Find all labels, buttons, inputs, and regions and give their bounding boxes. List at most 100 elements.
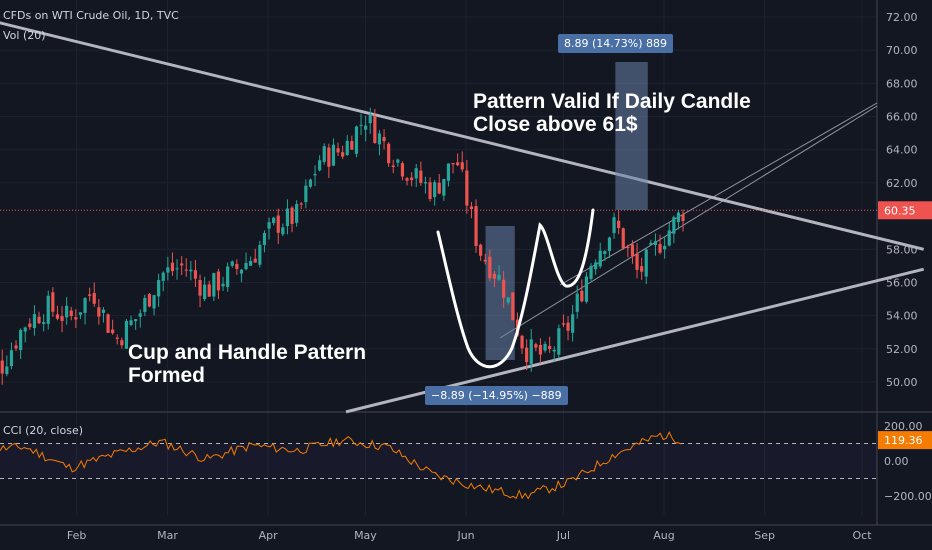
price-tick-label: 62.00	[886, 177, 918, 190]
candle	[446, 163, 451, 181]
symbol-legend[interactable]: CFDs on WTI Crude Oil, 1D, TVC	[3, 9, 179, 22]
candle	[400, 163, 405, 177]
candle	[617, 220, 621, 229]
candle	[111, 329, 115, 334]
candle	[262, 233, 267, 246]
candle	[129, 320, 133, 325]
cci-tick-label: −200.00	[884, 490, 932, 503]
candle	[134, 319, 138, 322]
candle	[295, 204, 299, 223]
measure-boxes	[485, 62, 648, 360]
cci-line	[0, 431, 682, 500]
candle	[115, 337, 119, 339]
candle	[235, 263, 239, 269]
cci-legend[interactable]: CCI (20, close)	[3, 424, 84, 437]
candle	[272, 217, 276, 224]
candle	[147, 294, 152, 307]
candle	[143, 297, 147, 312]
price-axis[interactable]: 72.00 70.00 68.00 66.00 64.00 62.00 58.00 56.00…	[878, 11, 932, 503]
cci-pane	[0, 431, 682, 500]
candle	[681, 214, 685, 221]
candle	[396, 159, 400, 163]
candle	[331, 144, 336, 166]
price-candles	[0, 107, 685, 385]
candle	[465, 170, 469, 206]
measure-down-label: −8.89 (−14.95%) −889	[425, 386, 568, 405]
candle	[584, 276, 589, 302]
candle	[594, 262, 598, 270]
candle	[405, 178, 409, 181]
candle	[193, 270, 198, 279]
candle	[207, 284, 211, 297]
candle	[184, 269, 188, 271]
candle	[520, 335, 524, 349]
candle	[492, 273, 497, 279]
candle	[83, 298, 87, 313]
last-price-badge	[878, 201, 932, 220]
candle	[318, 160, 322, 171]
candle	[166, 267, 170, 273]
candle	[304, 185, 308, 203]
candle	[157, 280, 161, 297]
price-tick-label: 64.00	[886, 144, 918, 157]
validity-line1: Pattern Valid If Daily Candle	[473, 90, 751, 113]
candle	[387, 143, 391, 164]
candle	[322, 146, 326, 162]
price-tick-label: 70.00	[886, 44, 918, 57]
candle	[557, 328, 561, 355]
cci-value-badge	[878, 431, 932, 450]
cci-value-label: 119.36	[884, 434, 923, 447]
candle	[65, 305, 69, 318]
candle	[410, 177, 414, 181]
candle	[336, 148, 340, 153]
candle	[575, 293, 579, 312]
candle	[676, 212, 681, 223]
candle	[285, 208, 290, 227]
cup-handle-line2: Formed	[128, 364, 206, 387]
candle	[543, 343, 547, 351]
candle	[97, 307, 101, 317]
candle	[244, 262, 248, 270]
cci-tick-label: 200.00	[884, 420, 923, 433]
volume-legend[interactable]: Vol (20)	[3, 29, 46, 42]
time-axis[interactable]: Feb Mar Apr May Jun Jul Aug Sep Oct	[67, 529, 872, 542]
candle	[120, 340, 124, 346]
price-tick-label: 56.00	[886, 276, 918, 289]
candle	[14, 345, 18, 349]
candle	[249, 260, 253, 266]
candle	[161, 272, 165, 281]
candle	[203, 284, 207, 300]
candle	[55, 314, 60, 319]
candle	[281, 227, 285, 235]
validity-line2: Close above 61$	[473, 113, 638, 136]
candle	[552, 349, 556, 352]
candle	[626, 246, 630, 249]
candle	[345, 140, 349, 155]
time-tick-label: Jun	[456, 529, 474, 542]
candle	[258, 244, 262, 265]
grid-lines	[0, 0, 932, 526]
candle	[382, 137, 386, 142]
candle	[474, 206, 478, 247]
candle	[230, 261, 234, 266]
time-tick-label: Sep	[754, 529, 775, 542]
candle	[37, 316, 41, 324]
candle	[368, 114, 372, 124]
candle	[373, 116, 377, 144]
candle	[479, 244, 483, 256]
candle	[124, 320, 129, 349]
price-tick-label: 58.00	[886, 243, 918, 256]
candle	[341, 152, 345, 157]
candle	[433, 182, 437, 198]
candle	[658, 244, 662, 253]
candle	[180, 263, 184, 266]
candle	[640, 266, 644, 272]
candle	[299, 203, 303, 205]
candle	[253, 258, 257, 263]
candle	[19, 330, 23, 351]
candle	[267, 222, 271, 229]
candle	[69, 310, 73, 317]
candle	[538, 344, 543, 355]
candle	[649, 242, 653, 245]
